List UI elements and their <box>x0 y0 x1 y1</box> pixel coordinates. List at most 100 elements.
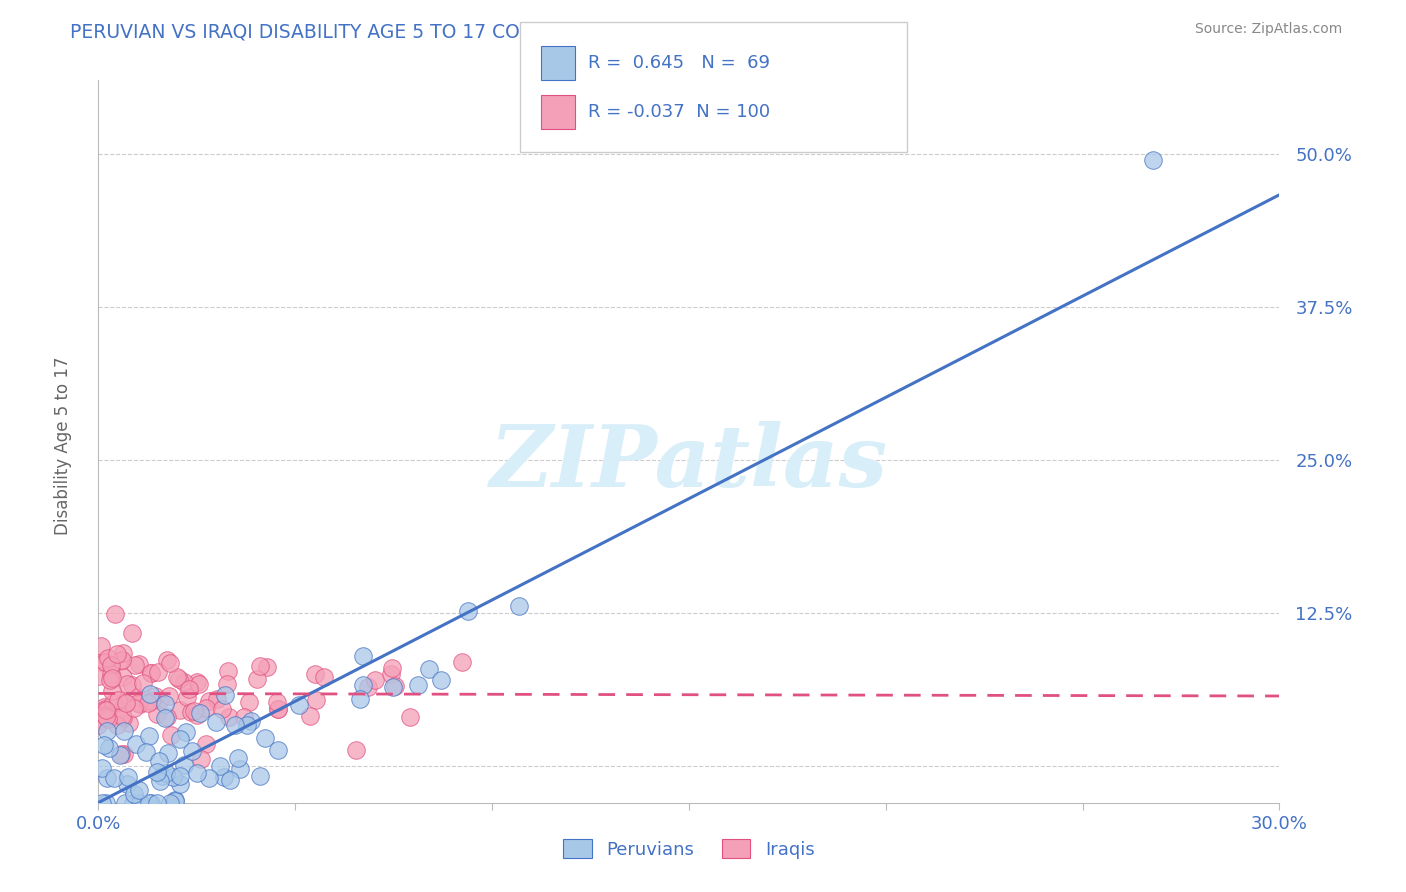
Point <box>100 667 122 681</box>
Point <box>124 701 146 715</box>
Point <box>98 740 121 755</box>
Text: R =  0.645   N =  69: R = 0.645 N = 69 <box>588 54 769 72</box>
Point <box>122 787 145 801</box>
Point <box>97 651 120 665</box>
Point <box>128 657 150 671</box>
Point <box>352 678 374 692</box>
Point <box>110 747 132 762</box>
Point <box>138 729 160 743</box>
Text: Disability Age 5 to 17: Disability Age 5 to 17 <box>55 357 72 535</box>
Point <box>108 654 131 668</box>
Point <box>94 702 117 716</box>
Point <box>349 692 371 706</box>
Point <box>112 695 135 709</box>
Point <box>430 673 453 687</box>
Point <box>186 674 208 689</box>
Point <box>122 796 145 810</box>
Point <box>217 665 239 679</box>
Point <box>153 711 176 725</box>
Point <box>190 752 212 766</box>
Point <box>125 737 148 751</box>
Point <box>93 703 115 717</box>
Point <box>218 710 240 724</box>
Point <box>169 769 191 783</box>
Point <box>160 728 183 742</box>
Text: ZIPatlas: ZIPatlas <box>489 421 889 505</box>
Point <box>267 702 290 716</box>
Point <box>149 774 172 789</box>
Point <box>149 693 172 707</box>
Point <box>205 714 228 729</box>
Point <box>96 709 118 723</box>
Point <box>150 769 173 783</box>
Point <box>101 684 124 698</box>
Point <box>198 694 221 708</box>
Point <box>96 703 118 717</box>
Point <box>96 723 118 738</box>
Point <box>111 711 134 725</box>
Point <box>215 677 238 691</box>
Point <box>267 742 290 756</box>
Text: Source: ZipAtlas.com: Source: ZipAtlas.com <box>1195 22 1343 37</box>
Point <box>381 661 404 675</box>
Point <box>299 708 322 723</box>
Point <box>93 699 115 714</box>
Point <box>183 704 205 718</box>
Point <box>117 770 139 784</box>
Point <box>90 639 112 653</box>
Point <box>169 703 191 717</box>
Point <box>121 678 143 692</box>
Point <box>159 796 181 810</box>
Point <box>121 626 143 640</box>
Point <box>304 693 326 707</box>
Point <box>406 678 429 692</box>
Point <box>91 796 114 810</box>
Point <box>508 599 530 613</box>
Point <box>214 688 236 702</box>
Point <box>224 717 246 731</box>
Point <box>105 647 128 661</box>
Point <box>357 680 380 694</box>
Point <box>103 772 125 786</box>
Point <box>344 743 367 757</box>
Point <box>156 710 179 724</box>
Point <box>101 671 124 685</box>
Point <box>118 716 141 731</box>
Point <box>209 759 232 773</box>
Point <box>100 673 122 687</box>
Point <box>143 690 166 704</box>
Point <box>195 737 218 751</box>
Point <box>312 670 335 684</box>
Point <box>249 769 271 783</box>
Point <box>228 751 250 765</box>
Point <box>450 655 472 669</box>
Point <box>364 673 387 687</box>
Point <box>111 647 134 661</box>
Point <box>267 702 290 716</box>
Point <box>91 761 114 775</box>
Point <box>153 698 176 712</box>
Point <box>352 648 374 663</box>
Point <box>89 714 111 728</box>
Point <box>93 655 115 669</box>
Point <box>186 766 208 780</box>
Point <box>101 696 124 710</box>
Point <box>94 708 117 723</box>
Point <box>100 657 122 672</box>
Point <box>107 692 129 706</box>
Point <box>94 703 117 717</box>
Point <box>212 770 235 784</box>
Point <box>382 681 405 695</box>
Point <box>124 657 146 672</box>
Point <box>174 725 197 739</box>
Point <box>141 666 163 681</box>
Point <box>166 670 188 684</box>
Point <box>128 697 150 711</box>
Point <box>156 653 179 667</box>
Point <box>165 792 187 806</box>
Point <box>96 771 118 785</box>
Point <box>141 796 163 810</box>
Point <box>256 659 278 673</box>
Point <box>162 770 184 784</box>
Point <box>132 676 155 690</box>
